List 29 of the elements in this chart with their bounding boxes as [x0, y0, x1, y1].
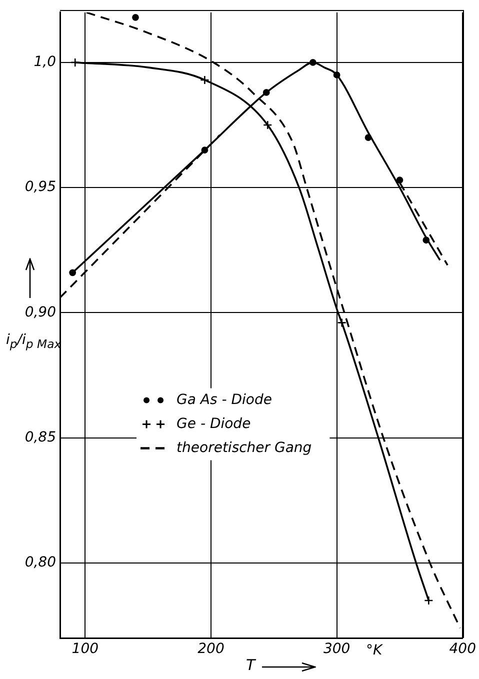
- point: [200, 75, 210, 85]
- y-axis-title: i$_{p}$/i$_{p Max}$: [6, 332, 62, 351]
- y-tick-label: 0,85: [24, 429, 56, 446]
- point: [333, 72, 340, 78]
- point: [422, 236, 430, 244]
- point: [201, 146, 208, 154]
- point: [364, 134, 372, 141]
- x-tick-label: 100: [72, 641, 99, 658]
- y-tick-label: 0,80: [24, 554, 56, 571]
- point: [262, 89, 270, 96]
- y-tick-label: 0,90: [24, 304, 56, 320]
- y-tick-label: 1,0: [34, 54, 56, 70]
- point: [424, 596, 434, 606]
- x-axis-title: T: [246, 656, 256, 674]
- legend-label: Ga As - Diode: [176, 392, 272, 408]
- x-tick-label: 200: [198, 641, 224, 658]
- point: [70, 58, 80, 68]
- point: [69, 269, 76, 276]
- legend-label: theoretischer Gang: [176, 440, 312, 456]
- y-tick-label: 0,95: [24, 179, 56, 196]
- legend-label: Ge - Diode: [176, 416, 251, 432]
- point: [396, 176, 404, 184]
- point: [337, 318, 346, 328]
- point: [132, 14, 139, 21]
- text: °K: [366, 642, 384, 659]
- point: [309, 59, 316, 66]
- x-tick-label: 400: [449, 641, 476, 658]
- x-tick-label: 300: [323, 641, 350, 658]
- point: [262, 120, 272, 130]
